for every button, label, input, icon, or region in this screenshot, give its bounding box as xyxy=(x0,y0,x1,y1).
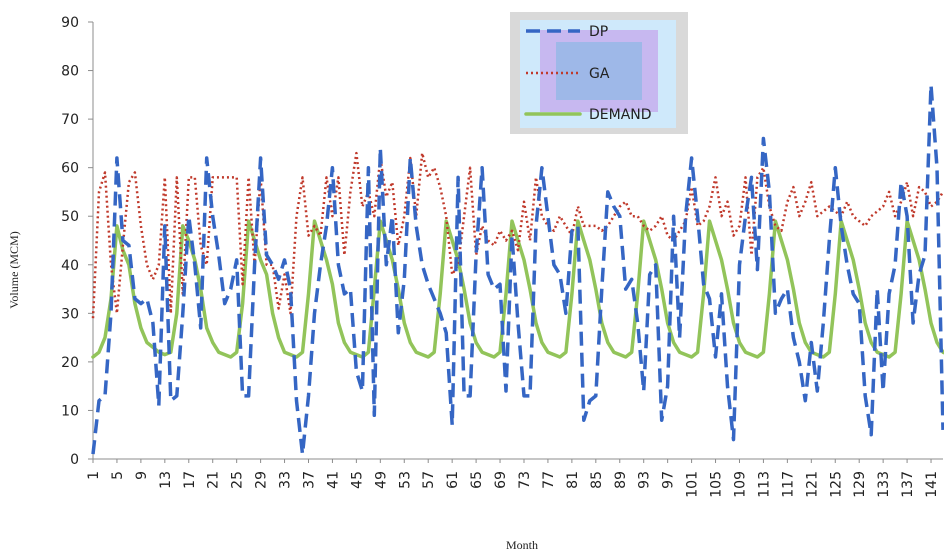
x-tick-label: 125 xyxy=(828,471,844,498)
y-tick-label: 70 xyxy=(61,112,79,128)
y-tick-labels: 0 10 20 30 40 50 60 70 80 90 xyxy=(61,15,93,468)
x-tick-label: 41 xyxy=(325,471,341,489)
x-axis-title: Month xyxy=(506,538,538,552)
legend-label-demand: DEMAND xyxy=(589,107,652,123)
x-tick-label: 49 xyxy=(373,471,389,489)
x-tick-label: 137 xyxy=(900,471,916,498)
y-tick-label: 20 xyxy=(61,355,79,371)
x-tick-label: 105 xyxy=(709,471,725,498)
x-tick-label: 109 xyxy=(732,471,748,498)
x-tick-label: 89 xyxy=(613,471,629,489)
x-tick-label: 129 xyxy=(852,471,868,498)
y-tick-label: 30 xyxy=(61,306,79,322)
legend: DP GA DEMAND xyxy=(510,12,688,134)
x-tick-label: 21 xyxy=(206,471,222,489)
legend-inner-c xyxy=(556,42,642,100)
x-tick-label: 117 xyxy=(780,471,796,498)
legend-entries: DP GA DEMAND xyxy=(524,24,652,123)
x-tick-labels: 1 5 9 13 17 21 25 29 33 37 41 45 49 53 57 61 65 69 73 77 81 8… xyxy=(86,459,940,498)
y-tick-label: 80 xyxy=(61,64,79,80)
x-tick-label: 33 xyxy=(278,471,294,489)
series-line-demand xyxy=(91,219,944,359)
y-tick-label: 0 xyxy=(70,452,79,468)
x-tick-label: 81 xyxy=(565,471,581,489)
x-tick-label: 133 xyxy=(876,471,892,498)
axes xyxy=(92,22,943,460)
x-tick-label: 13 xyxy=(158,471,174,489)
series-line-dp xyxy=(91,83,944,456)
x-tick-label: 121 xyxy=(804,471,820,498)
x-tick-label: 57 xyxy=(421,471,437,489)
y-axis-title: Volume (MCM) xyxy=(7,231,21,308)
x-tick-label: 45 xyxy=(349,471,365,489)
y-tick-label: 60 xyxy=(61,161,79,177)
x-tick-label: 113 xyxy=(756,471,772,498)
x-tick-label: 93 xyxy=(637,471,653,489)
x-tick-label: 29 xyxy=(254,471,270,489)
x-tick-label: 9 xyxy=(134,471,150,480)
series-line-ga xyxy=(91,151,944,319)
x-tick-label: 97 xyxy=(661,471,677,489)
x-tick-label: 85 xyxy=(589,471,605,489)
x-tick-label: 141 xyxy=(924,471,940,498)
x-tick-label: 1 xyxy=(86,471,102,480)
x-tick-label: 5 xyxy=(110,471,126,480)
x-tick-label: 77 xyxy=(541,471,557,489)
series-layer xyxy=(91,83,944,456)
legend-label-dp: DP xyxy=(589,24,608,40)
x-tick-label: 69 xyxy=(493,471,509,489)
y-tick-label: 40 xyxy=(61,258,79,274)
y-tick-label: 10 xyxy=(61,403,79,419)
legend-label-ga: GA xyxy=(589,66,610,82)
x-tick-label: 37 xyxy=(301,471,317,489)
x-tick-label: 61 xyxy=(445,471,461,489)
y-tick-label: 50 xyxy=(61,209,79,225)
x-tick-label: 73 xyxy=(517,471,533,489)
x-tick-label: 65 xyxy=(469,471,485,489)
x-tick-label: 101 xyxy=(685,471,701,498)
y-tick-label: 90 xyxy=(61,15,79,31)
x-tick-label: 53 xyxy=(397,471,413,489)
x-tick-label: 25 xyxy=(230,471,246,489)
x-tick-label: 17 xyxy=(182,471,198,489)
